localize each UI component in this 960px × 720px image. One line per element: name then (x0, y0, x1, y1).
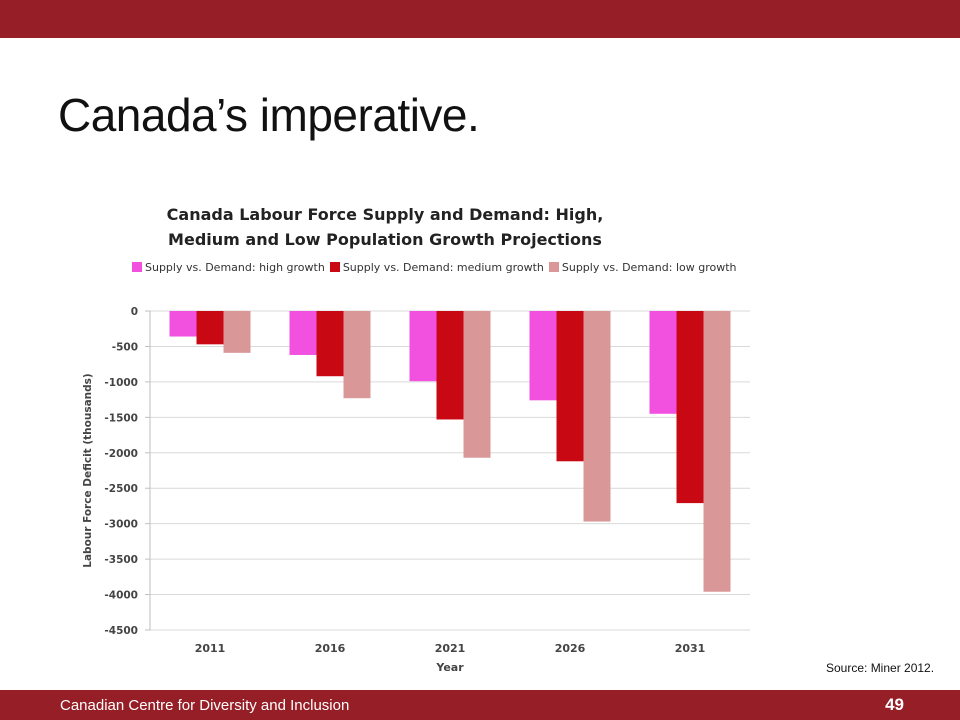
bar (196, 311, 224, 345)
x-tick-label: 2011 (195, 642, 226, 655)
y-axis-label: Labour Force Deficit (thousands) (82, 373, 94, 567)
x-axis-label: Year (435, 661, 464, 674)
y-tick-label: -1500 (104, 412, 138, 424)
y-tick-label: -3500 (104, 554, 138, 566)
bar (649, 311, 677, 414)
bar (676, 311, 704, 504)
x-tick-label: 2016 (315, 642, 346, 655)
x-tick-label: 2031 (675, 642, 706, 655)
footer-bar: Canadian Centre for Diversity and Inclus… (0, 690, 960, 720)
y-tick-label: -2000 (104, 448, 138, 460)
page-number: 49 (885, 695, 904, 714)
y-tick-label: -4000 (104, 590, 138, 602)
footer-org-name: Canadian Centre for Diversity and Inclus… (60, 697, 350, 714)
x-tick-label: 2026 (555, 642, 586, 655)
slide-title: Canada’s imperative. (58, 89, 480, 141)
bar (223, 311, 251, 353)
y-tick-label: -3000 (104, 519, 138, 531)
legend-label-high-growth: Supply vs. Demand: high growth (145, 260, 325, 274)
bar (289, 311, 317, 355)
bar (343, 311, 371, 399)
y-tick-label: -4500 (104, 625, 138, 637)
chart-title-line-2: Medium and Low Population Growth Project… (168, 230, 602, 249)
legend-item-medium-growth: Supply vs. Demand: medium growth (329, 260, 544, 274)
bar (316, 311, 344, 377)
legend-swatch-medium-growth (329, 262, 340, 272)
bar (583, 311, 611, 522)
legend-swatch-high-growth (132, 262, 142, 272)
bar (556, 311, 584, 462)
chart-plot: 0 -500 -1000 -1500 -2000 -2500 -3000 -3500 -4000… (82, 306, 750, 674)
x-tick-label: 2021 (435, 642, 466, 655)
legend-label-low-growth: Supply vs. Demand: low growth (561, 260, 737, 274)
bar (529, 311, 557, 401)
y-tick-label: -500 (112, 341, 138, 353)
chart: Canada Labour Force Supply and Demand: H… (70, 195, 770, 685)
y-tick-label: -2500 (104, 483, 138, 495)
legend-item-low-growth: Supply vs. Demand: low growth (548, 260, 737, 274)
source-note: Source: Miner 2012. (826, 661, 935, 675)
legend-item-high-growth: Supply vs. Demand: high growth (132, 261, 325, 274)
bar (169, 311, 197, 337)
top-banner (0, 0, 960, 38)
bar (436, 311, 464, 420)
bar (409, 311, 437, 382)
bar (703, 311, 731, 592)
y-tick-label: -1000 (104, 377, 138, 389)
legend-swatch-low-growth (548, 262, 559, 272)
bar (463, 311, 491, 458)
y-tick-label: 0 (131, 306, 138, 318)
legend-label-medium-growth: Supply vs. Demand: medium growth (342, 260, 544, 274)
chart-title: Canada Labour Force Supply and Demand: H… (70, 202, 700, 252)
chart-legend: Supply vs. Demand: high growth Supply vs… (132, 259, 742, 275)
chart-title-line-1: Canada Labour Force Supply and Demand: H… (166, 205, 604, 224)
